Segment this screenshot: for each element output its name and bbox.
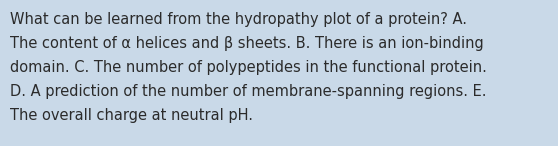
Text: What can be learned from the hydropathy plot of a protein? A.: What can be learned from the hydropathy …: [10, 12, 467, 27]
Text: domain. C. The number of polypeptides in the functional protein.: domain. C. The number of polypeptides in…: [10, 60, 487, 75]
Text: The overall charge at neutral pH.: The overall charge at neutral pH.: [10, 108, 253, 123]
Text: D. A prediction of the number of membrane-spanning regions. E.: D. A prediction of the number of membran…: [10, 84, 487, 99]
Text: The content of α helices and β sheets. B. There is an ion-binding: The content of α helices and β sheets. B…: [10, 36, 484, 51]
